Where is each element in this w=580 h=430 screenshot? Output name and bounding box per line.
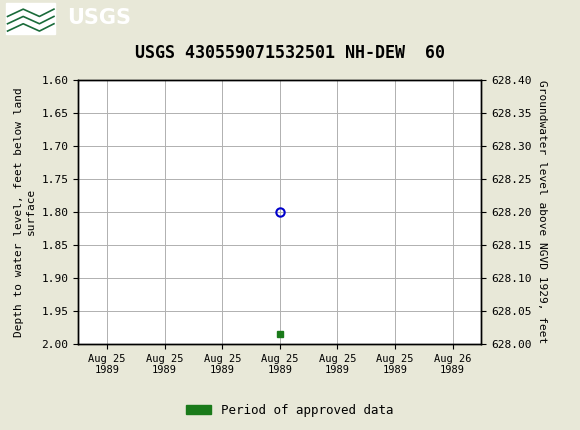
Bar <box>6 3 55 34</box>
Y-axis label: Depth to water level, feet below land
surface: Depth to water level, feet below land su… <box>14 87 36 337</box>
Text: USGS 430559071532501 NH-DEW  60: USGS 430559071532501 NH-DEW 60 <box>135 44 445 62</box>
Text: USGS: USGS <box>67 8 130 28</box>
Legend: Period of approved data: Period of approved data <box>181 399 399 421</box>
Y-axis label: Groundwater level above NGVD 1929, feet: Groundwater level above NGVD 1929, feet <box>537 80 547 344</box>
